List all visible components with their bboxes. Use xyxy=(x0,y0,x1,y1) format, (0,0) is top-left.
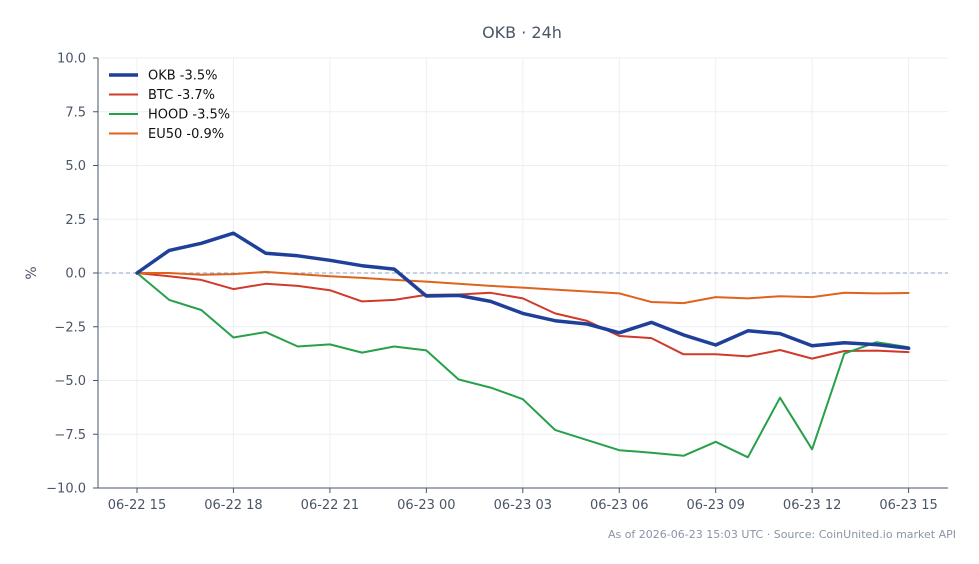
x-tick-label: 06-22 18 xyxy=(204,498,262,513)
series-line-3 xyxy=(136,270,910,305)
series-line-0 xyxy=(135,231,911,351)
legend-label: EU50 -0.9% xyxy=(148,127,224,142)
chart-title: OKB · 24h xyxy=(482,23,562,42)
y-tick-label: 7.5 xyxy=(65,105,86,120)
y-tick-label: 0.0 xyxy=(65,267,86,282)
x-ticks: 06-22 15 06-22 18 06-22 21 06-23 00 06-23 03… xyxy=(108,488,938,513)
legend-label: HOOD -3.5% xyxy=(148,108,230,123)
x-tick-label: 06-22 15 xyxy=(108,498,166,513)
footer-source: As of 2026-06-23 15:03 UTC · Source: Coi… xyxy=(608,528,956,541)
x-tick-label: 06-23 03 xyxy=(494,498,552,513)
series-lines xyxy=(135,231,911,459)
x-tick-label: 06-23 06 xyxy=(590,498,648,513)
y-tick-label: −10.0 xyxy=(46,482,86,497)
y-tick-label: −5.0 xyxy=(54,374,86,389)
y-tick-label: 10.0 xyxy=(57,52,86,67)
legend-label: OKB -3.5% xyxy=(148,69,218,84)
legend: OKB -3.5% BTC -3.7% HOOD -3.5% EU50 -0.9% xyxy=(109,69,230,142)
y-axis-label: % xyxy=(24,266,40,279)
y-tick-label: −7.5 xyxy=(54,428,86,443)
x-tick-label: 06-22 21 xyxy=(301,498,359,513)
y-tick-label: 5.0 xyxy=(65,159,86,174)
series-line-1 xyxy=(136,272,910,360)
y-ticks: 10.0 7.5 5.0 2.5 0.0 −2.5 −5.0 −7.5 −10.0 xyxy=(46,52,98,497)
x-tick-label: 06-23 15 xyxy=(879,498,937,513)
y-tick-label: 2.5 xyxy=(65,213,86,228)
y-tick-label: −2.5 xyxy=(54,320,86,335)
series-line-2 xyxy=(136,272,910,459)
x-tick-label: 06-23 09 xyxy=(686,498,744,513)
x-tick-label: 06-23 00 xyxy=(397,498,455,513)
legend-label: BTC -3.7% xyxy=(148,88,215,103)
x-tick-label: 06-23 12 xyxy=(783,498,841,513)
